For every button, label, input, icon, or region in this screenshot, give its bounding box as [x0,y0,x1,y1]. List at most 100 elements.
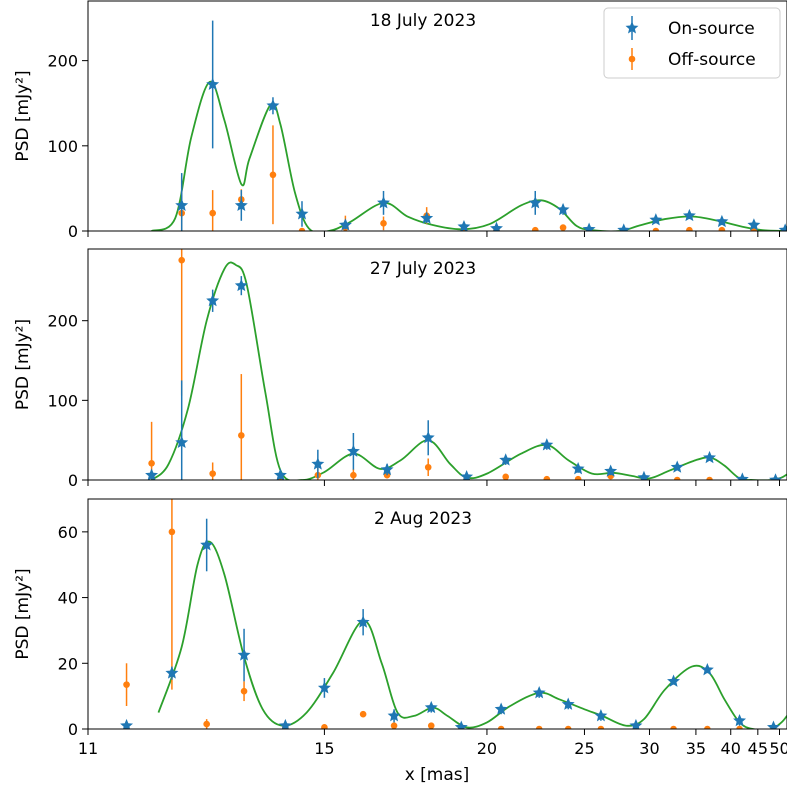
on-source-point [617,223,631,231]
off-source-point [597,725,605,729]
off-source-point [390,722,398,729]
legend-off-marker [628,55,636,63]
on-source-point [490,221,503,231]
on-source-point [629,718,643,729]
y-axis-label: PSD [mJy²] [13,568,33,659]
on-source-point [682,208,696,222]
x-tick-label: 40 [721,739,741,758]
y-tick-label: 0 [68,720,78,739]
on-source-point [457,219,471,231]
on-source-point [561,697,575,710]
on-source-point [735,472,749,480]
panel-frame [87,248,787,481]
y-tick-label: 20 [58,654,78,673]
y-tick-label: 0 [68,222,78,241]
off-source-point [427,722,435,729]
on-source-point [703,450,717,464]
on-source-point [234,198,248,211]
y-tick-label: 60 [58,523,78,542]
on-source-point [499,453,513,466]
on-source-point [338,218,352,231]
legend-box [603,7,781,79]
off-source-point [497,725,505,729]
off-source-point [652,227,660,231]
on-source-point [346,444,360,457]
on-source-point [356,615,370,628]
on-source-point [377,196,390,209]
legend-on-marker [625,21,639,34]
x-tick-label: 50 [769,739,787,758]
panel-title: 18 July 2023 [370,11,476,31]
x-tick-label: 45 [748,739,768,758]
x-tick-label: 25 [574,739,594,758]
off-source-point [178,256,185,264]
off-source-point [238,432,245,439]
on-source-point [733,713,747,727]
x-tick-label: 15 [314,739,334,758]
y-tick-label: 40 [58,589,78,608]
off-source-point [350,471,357,479]
on-source-point [424,700,438,714]
on-source-point [747,218,761,231]
on-source-point [700,663,714,676]
y-tick-label: 200 [47,312,78,331]
on-source-point [278,718,292,729]
on-source-point [175,435,189,449]
off-source-point [531,226,539,231]
y-axis-label: PSD [mJy²] [13,319,33,410]
on-source-point [380,462,394,476]
panel-data [145,249,787,480]
on-source-point [206,77,220,90]
panel-1: 0 100 200 PSD [mJy²] 18 July 2023 [13,0,787,241]
on-source-point [604,464,618,477]
on-source-point [317,681,331,694]
model-curve [150,261,787,480]
legend-off-label: Off-source [668,50,756,70]
on-source-point [273,468,287,480]
off-source-point [686,226,693,231]
on-source-point [494,702,508,715]
legend: On-source Off-source [603,7,781,79]
on-source-point [420,211,434,224]
model-curve [151,81,787,231]
off-source-point [240,687,248,695]
off-source-point [564,725,572,729]
off-source-point [424,463,432,471]
off-source-point [543,475,551,480]
legend-on-label: On-source [668,19,755,39]
on-source-point [175,198,189,211]
x-tick-label: 35 [686,739,706,758]
off-source-point [574,475,582,480]
on-source-point [715,214,729,228]
off-source-point [269,171,277,179]
on-source-point [237,648,251,661]
y-axis-label: PSD [mJy²] [13,70,33,161]
on-source-point [670,460,684,473]
on-source-point [649,213,663,226]
x-tick-label: 11 [78,739,98,758]
panel-title: 27 July 2023 [370,259,476,279]
on-source-point [387,709,401,722]
panel-3: 0 20 40 60 11 15 20 25 30 35 40 45 50 PSD [mJy²] 2 Aug… [13,498,787,758]
y-tick-label: 0 [68,471,78,490]
off-source-point [559,224,567,231]
off-source-point [123,681,130,688]
on-source-point [637,470,651,480]
on-source-point [266,98,280,112]
on-source-point [769,473,782,480]
panel-frame [87,0,787,232]
on-source-point [165,666,179,679]
off-source-point [321,724,328,729]
off-source-point [673,476,681,480]
on-source-point [571,462,585,475]
off-source-point [718,226,726,231]
panel-data [120,499,787,729]
off-source-point [359,710,367,718]
off-source-point [209,209,216,217]
y-tick-label: 200 [47,52,78,71]
on-source-point [532,686,546,699]
off-source-point [148,459,155,467]
on-source-point [767,720,780,729]
